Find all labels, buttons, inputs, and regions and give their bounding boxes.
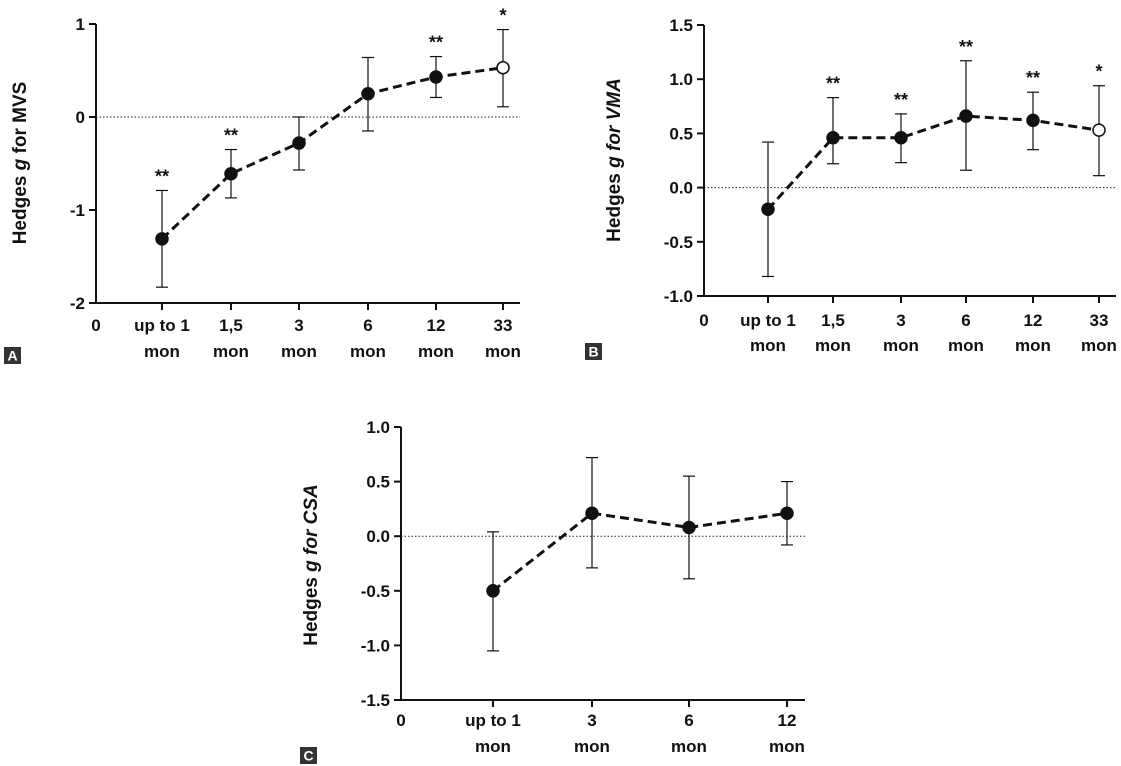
y-axis-label: Hedges g for VMA: [604, 78, 625, 242]
x-tick-label-unit: mon: [815, 336, 851, 355]
series-line: [160, 66, 504, 240]
y-tick-label: -0.5: [361, 582, 390, 601]
x-tick-label: up to 1: [465, 711, 521, 730]
panel-b: 1.5 1.0 0.5 0.0 -0.5 -1.0 0 up to 1 mon 1,5 mon 3 mo…: [585, 16, 1117, 360]
x-tick-label: up to 1: [134, 316, 190, 335]
significance-label: **: [224, 126, 238, 146]
x-tick-label-unit: mon: [883, 336, 919, 355]
x-tick-label: 3: [587, 711, 596, 730]
x-tick-label: 1,5: [821, 311, 845, 330]
series-line: [492, 511, 788, 592]
panel-letter-badge: [4, 347, 21, 364]
data-point: [486, 584, 500, 598]
y-tick-label: -0.5: [664, 233, 693, 252]
panel-letter: A: [7, 348, 17, 364]
y-tick-label: 0.5: [366, 473, 390, 492]
x-origin-label: 0: [699, 311, 708, 330]
x-tick-label: up to 1: [740, 311, 796, 330]
significance-label: **: [894, 90, 908, 110]
data-point: [155, 232, 169, 246]
x-tick-label: 12: [427, 316, 446, 335]
panel-letter: C: [303, 748, 313, 764]
significance-label: **: [959, 37, 973, 57]
y-tick-label: 1.0: [669, 70, 693, 89]
x-tick-label: 3: [896, 311, 905, 330]
x-tick-label: 12: [778, 711, 797, 730]
significance-label: **: [155, 166, 169, 186]
x-tick-label-unit: mon: [1015, 336, 1051, 355]
x-tick-label-unit: mon: [671, 737, 707, 756]
significance-label: **: [1026, 68, 1040, 88]
y-tick-label: -1: [70, 201, 85, 220]
data-point: [826, 130, 840, 145]
data-point: [585, 506, 599, 521]
significance-label: *: [1095, 62, 1102, 82]
data-point: [1026, 113, 1040, 128]
x-tick-label-unit: mon: [144, 342, 180, 361]
x-tick-label-unit: mon: [769, 737, 805, 756]
x-tick-label-unit: mon: [475, 737, 511, 756]
x-tick-label: 6: [684, 711, 693, 730]
y-axis-label: Hedges g for CSA: [301, 484, 322, 646]
y-tick-label: 0.0: [669, 179, 693, 198]
series-line: [766, 114, 1100, 211]
panel-c: 1.0 0.5 0.0 -0.5 -1.0 -1.5 0 up to 1 mon 3 mon 6 mon…: [300, 418, 805, 764]
data-point: [780, 506, 794, 521]
panel-a: 1 0 -1 -2 0 up to 1 mon 1,5 mon 3 mon 6 mon 12 mon 33 mo…: [4, 6, 521, 364]
x-tick-label-unit: mon: [948, 336, 984, 355]
x-tick-label-unit: mon: [418, 342, 454, 361]
data-point-open: [1092, 123, 1106, 137]
panel-letter-badge: [585, 343, 602, 360]
x-tick-label-unit: mon: [485, 342, 521, 361]
y-tick-label: 1: [76, 15, 85, 34]
data-point-open: [496, 60, 510, 75]
data-point: [292, 136, 306, 150]
x-tick-label-unit: mon: [213, 342, 249, 361]
y-tick-label: 0.0: [366, 527, 390, 546]
data-point: [682, 520, 696, 535]
data-point: [894, 130, 908, 145]
x-tick-label-unit: mon: [350, 342, 386, 361]
data-point: [959, 109, 973, 123]
y-axis-label: Hedges g for MVS: [10, 82, 31, 245]
x-tick-label-unit: mon: [750, 336, 786, 355]
data-point: [761, 202, 775, 217]
y-tick-label: 0.5: [669, 124, 693, 143]
significance-label: **: [429, 33, 443, 53]
y-tick-label: -1.0: [664, 287, 693, 306]
x-tick-label: 12: [1024, 311, 1043, 330]
y-tick-label: 1.0: [366, 418, 390, 437]
y-tick-label: -1.0: [361, 636, 390, 655]
y-tick-label: 1.5: [669, 16, 693, 35]
y-tick-label: 0: [76, 108, 85, 127]
x-tick-label: 1,5: [219, 316, 243, 335]
y-tick-label: -2: [70, 294, 85, 313]
x-tick-label-unit: mon: [1081, 336, 1117, 355]
x-tick-label: 6: [363, 316, 372, 335]
x-tick-label: 3: [294, 316, 303, 335]
x-origin-label: 0: [91, 316, 100, 335]
x-tick-label-unit: mon: [574, 737, 610, 756]
panel-letter: B: [588, 344, 598, 360]
significance-label: *: [499, 6, 506, 26]
x-tick-label: 6: [961, 311, 970, 330]
y-tick-label: -1.5: [361, 691, 390, 710]
x-origin-label: 0: [396, 711, 405, 730]
x-tick-label-unit: mon: [281, 342, 317, 361]
significance-label: **: [826, 74, 840, 94]
data-point: [361, 87, 375, 101]
x-tick-label: 33: [1090, 311, 1109, 330]
panel-letter-badge: [300, 747, 317, 764]
x-tick-label: 33: [494, 316, 513, 335]
data-point: [224, 166, 238, 181]
data-point: [429, 70, 443, 84]
